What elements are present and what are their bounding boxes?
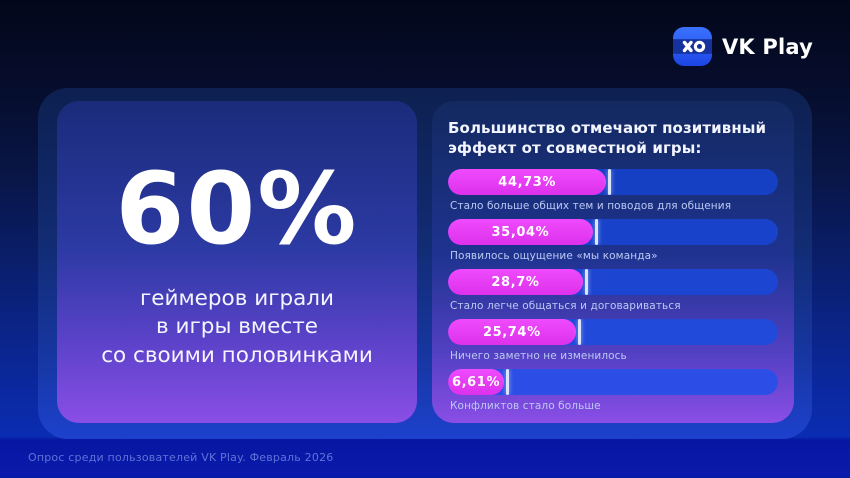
brand-logo: VK Play [672,27,813,66]
bar-value: 6,61% [451,374,501,390]
bar-group: 35,04% Появилось ощущение «мы команда» [448,219,778,263]
bar-track: 44,73% [448,169,778,196]
bar-fill: 28,7% [448,269,583,296]
bar-group: 6,61% Конфликтов стало больше [448,369,778,413]
brand-name: VK Play [721,34,813,59]
bar-label: Стало больше общих тем и поводов для общ… [450,200,732,213]
bar-track: 25,74% [448,319,778,346]
bar-fill: 44,73% [448,169,607,196]
bar-fill-wrap: 25,74% [448,319,581,346]
bar-value-marker [608,169,612,196]
bar-track: 35,04% [448,219,778,246]
chart-title: Большинство отмечают позитивный эффект о… [448,119,767,158]
bar-group: 44,73% Стало больше общих тем и поводов … [448,169,778,213]
bar-label: Стало легче общаться и договариваться [450,300,681,313]
bar-label: Появилось ощущение «мы команда» [450,250,658,263]
bar-value-marker [594,219,598,246]
bar-value-marker [506,369,510,396]
stat-caption-line-3: со своими половинками [101,342,373,368]
bar-fill: 35,04% [448,219,593,246]
stat-caption: геймеров играли в игры вместе со своими … [101,285,373,370]
bar-fill-wrap: 6,61% [448,369,510,396]
bar-label: Конфликтов стало больше [450,400,601,413]
bar-value-marker [584,269,588,296]
stat-caption-line-1: геймеров играли [139,285,335,311]
bar-fill: 25,74% [448,319,576,346]
vk-play-gamepad-xo-icon [672,27,712,66]
bar-value-marker [577,319,581,346]
stat-value: 60% [115,151,359,267]
bar-value: 44,73% [498,174,557,190]
chart-card: Большинство отмечают позитивный эффект о… [432,101,794,423]
bar-fill-wrap: 44,73% [448,169,612,196]
bar-value: 35,04% [491,224,550,240]
bar-fill: 6,61% [448,369,505,396]
bar-chart: 44,73% Стало больше общих тем и поводов … [448,169,778,413]
bar-track: 6,61% [448,369,778,396]
source-note: Опрос среди пользователей VK Play. Февра… [28,451,334,464]
stat-card: 60% геймеров играли в игры вместе со сво… [57,101,417,423]
bar-label: Ничего заметно не изменилось [450,350,627,363]
stat-caption-line-2: в игры вместе [156,314,318,340]
bar-value: 25,74% [482,324,541,340]
bar-group: 28,7% Стало легче общаться и договариват… [448,269,778,313]
bar-fill-wrap: 28,7% [448,269,588,296]
bar-track: 28,7% [448,269,778,296]
bar-group: 25,74% Ничего заметно не изменилось [448,319,778,363]
bar-fill-wrap: 35,04% [448,219,598,246]
bar-value: 28,7% [491,274,540,290]
